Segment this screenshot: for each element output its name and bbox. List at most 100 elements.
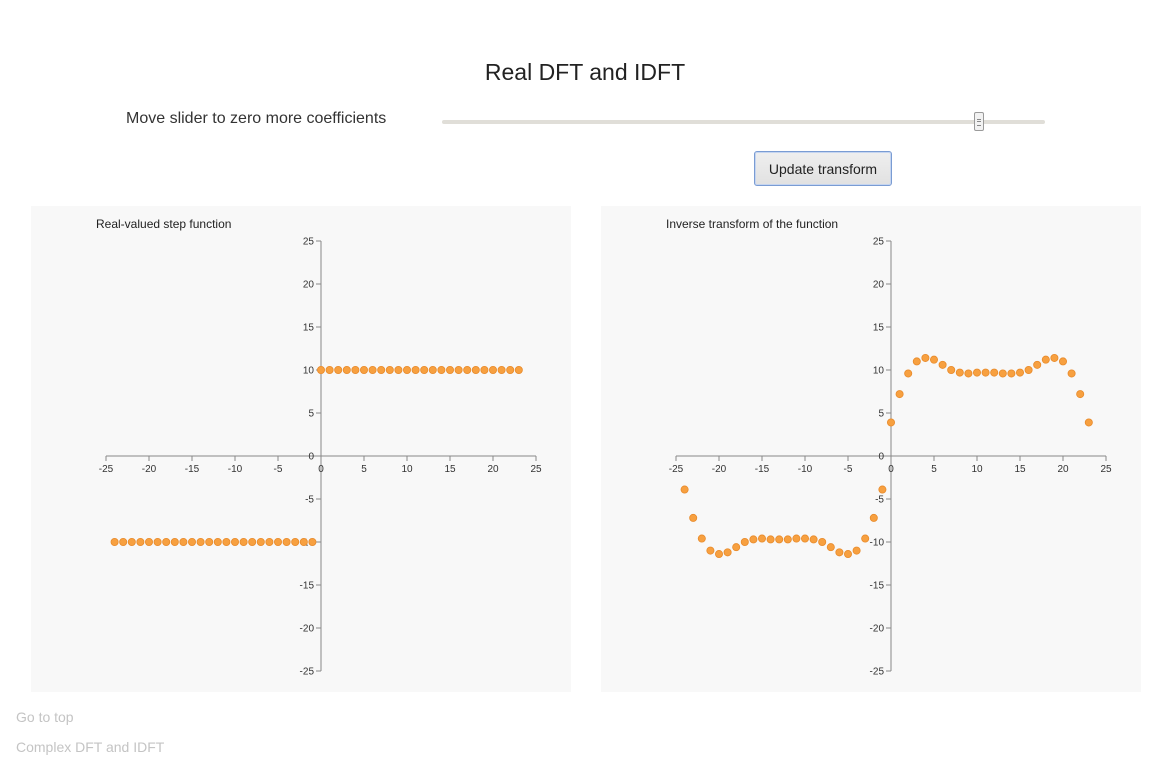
data-point xyxy=(947,365,956,374)
data-point xyxy=(454,365,463,374)
data-point xyxy=(775,535,784,544)
complex-dft-link[interactable]: Complex DFT and IDFT xyxy=(16,739,165,755)
x-tick-label: 25 xyxy=(530,464,542,475)
data-point xyxy=(990,368,999,377)
data-point xyxy=(749,535,758,544)
y-tick-label: -20 xyxy=(300,624,315,635)
data-point xyxy=(697,534,706,543)
data-point xyxy=(757,534,766,543)
data-point xyxy=(187,537,196,546)
x-tick-label: 15 xyxy=(444,464,456,475)
data-point xyxy=(938,360,947,369)
data-point xyxy=(809,535,818,544)
inverse-transform-chart-svg: Inverse transform of the function -25 -20 -… xyxy=(666,217,1112,678)
data-point xyxy=(377,365,386,374)
y-tick-label: 20 xyxy=(303,280,315,291)
data-point xyxy=(732,543,741,552)
data-point xyxy=(368,365,377,374)
step-function-chart-svg: Real-valued step function -25 -20 -15 -10 -5 0… xyxy=(96,217,542,678)
y-tick-label: -20 xyxy=(870,624,885,635)
data-point xyxy=(800,534,809,543)
data-point xyxy=(835,548,844,557)
data-point xyxy=(471,365,480,374)
data-point xyxy=(1041,355,1050,364)
y-tick-label: 25 xyxy=(303,237,315,248)
x-tick-label: 5 xyxy=(931,464,937,475)
data-point xyxy=(680,485,689,494)
data-point xyxy=(136,537,145,546)
y-tick-label: 0 xyxy=(878,452,884,463)
update-transform-button[interactable]: Update transform xyxy=(754,151,892,186)
data-point xyxy=(480,365,489,374)
x-tick-label: -10 xyxy=(798,464,813,475)
data-point xyxy=(998,369,1007,378)
data-point xyxy=(981,368,990,377)
data-point xyxy=(325,365,334,374)
data-point xyxy=(351,365,360,374)
y-tick-label: 15 xyxy=(303,323,315,334)
data-point xyxy=(706,546,715,555)
data-point xyxy=(1015,368,1024,377)
data-point xyxy=(127,537,136,546)
data-point xyxy=(334,365,343,374)
x-tick-label: 0 xyxy=(318,464,324,475)
data-point xyxy=(852,546,861,555)
x-tick-label: -15 xyxy=(755,464,770,475)
go-to-top-link[interactable]: Go to top xyxy=(16,709,74,725)
data-point xyxy=(895,390,904,399)
y-tick-label: 10 xyxy=(873,366,885,377)
data-point xyxy=(428,365,437,374)
data-point xyxy=(904,369,913,378)
y-tick-label: 25 xyxy=(873,237,885,248)
data-point xyxy=(248,537,257,546)
page-title: Real DFT and IDFT xyxy=(484,59,686,85)
data-point xyxy=(929,355,938,364)
y-tick-label: -25 xyxy=(300,667,315,678)
y-tick-label: -15 xyxy=(870,581,885,592)
data-point xyxy=(792,534,801,543)
x-tick-label: -20 xyxy=(142,464,157,475)
coefficient-slider-handle[interactable] xyxy=(973,112,984,131)
data-point xyxy=(964,369,973,378)
data-point xyxy=(1067,369,1076,378)
x-tick-label: -5 xyxy=(274,464,283,475)
x-tick-label: -15 xyxy=(185,464,200,475)
data-point xyxy=(723,548,732,557)
data-point xyxy=(818,537,827,546)
data-point xyxy=(1050,353,1059,362)
y-tick-label: 5 xyxy=(308,409,314,420)
y-tick-label: 0 xyxy=(308,452,314,463)
x-tick-label: -25 xyxy=(99,464,114,475)
x-tick-label: -10 xyxy=(228,464,243,475)
x-tick-label: 20 xyxy=(487,464,499,475)
data-point xyxy=(179,537,188,546)
data-point xyxy=(394,365,403,374)
x-tick-label: -5 xyxy=(844,464,853,475)
data-point xyxy=(1024,365,1033,374)
data-point xyxy=(273,537,282,546)
y-tick-label: 15 xyxy=(873,323,885,334)
data-point xyxy=(1007,369,1016,378)
data-point xyxy=(359,365,368,374)
data-point xyxy=(445,365,454,374)
data-point xyxy=(766,535,775,544)
y-tick-label: 5 xyxy=(878,409,884,420)
data-point xyxy=(110,537,119,546)
data-point xyxy=(514,365,523,374)
data-point xyxy=(1076,390,1085,399)
y-tick-label: -15 xyxy=(300,581,315,592)
y-tick-label: -5 xyxy=(305,495,314,506)
data-point xyxy=(1058,357,1067,366)
x-tick-label: 0 xyxy=(888,464,894,475)
data-point xyxy=(385,365,394,374)
inverse-transform-chart: Inverse transform of the function -25 -20 -… xyxy=(601,206,1141,692)
data-point xyxy=(205,537,214,546)
data-point xyxy=(869,513,878,522)
data-point xyxy=(239,537,248,546)
coefficient-slider-track[interactable] xyxy=(442,120,1045,124)
data-point xyxy=(921,353,930,362)
data-point xyxy=(437,365,446,374)
data-point xyxy=(230,537,239,546)
data-point xyxy=(1033,360,1042,369)
data-point xyxy=(308,537,317,546)
